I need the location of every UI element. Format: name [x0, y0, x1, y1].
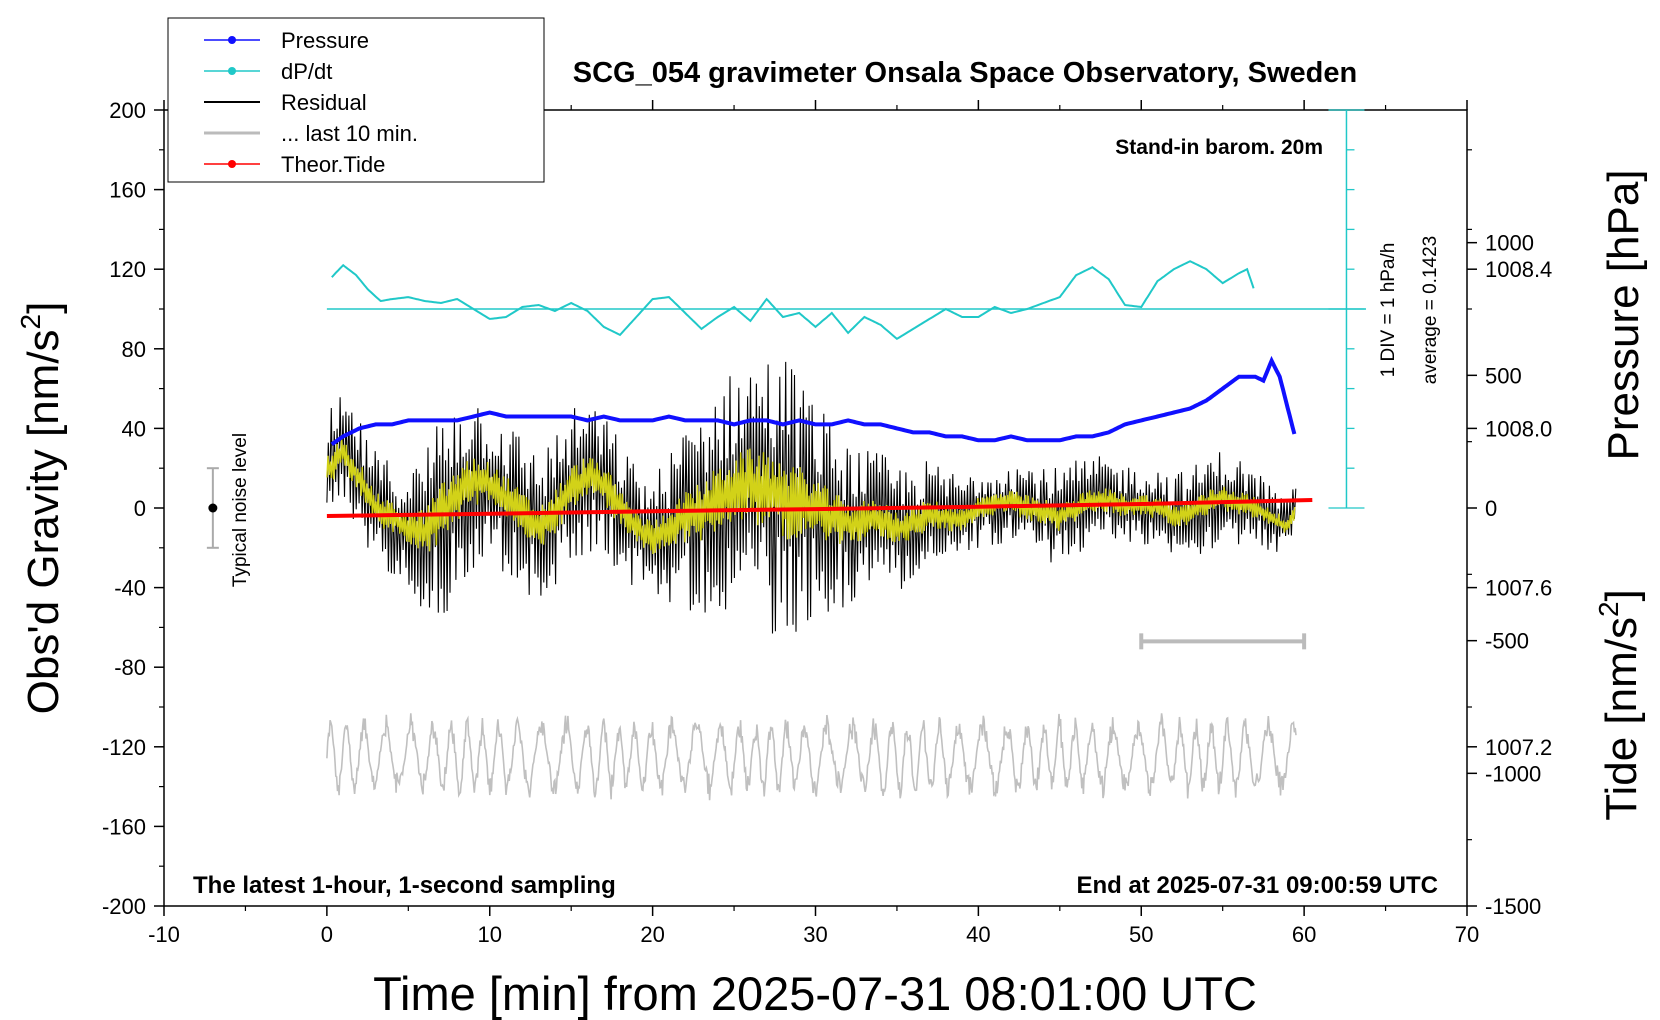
y-tick-label: 160 — [109, 178, 146, 203]
chart-markers — [206, 109, 1367, 650]
pressure-tick-label: 1008.4 — [1485, 257, 1552, 282]
last-10-min-line — [326, 713, 1297, 801]
tide-axis-ticks: -1500 -1000 -500 0 500 1000 — [1467, 231, 1541, 919]
y-tick-label: -120 — [102, 735, 146, 760]
pressure-line — [330, 355, 1297, 446]
y-tick-label: -200 — [102, 894, 146, 919]
latest-hour-note: The latest 1-hour, 1-second sampling — [193, 872, 616, 899]
x-tick-label: 40 — [966, 922, 990, 947]
stand-in-barometer-note: Stand-in barom. 20m — [1115, 136, 1323, 159]
chart-title: SCG_054 gravimeter Onsala Space Observat… — [573, 57, 1357, 89]
end-time-note: End at 2025-07-31 09:00:59 UTC — [1077, 872, 1439, 899]
y-axis-label-sup: 2 — [15, 314, 46, 330]
legend-label: Theor.Tide — [281, 152, 385, 177]
x-tick-label: 0 — [321, 922, 333, 947]
dpdt-series — [331, 260, 1255, 340]
last-10-min-series — [326, 713, 1297, 801]
noise-bar-dot — [208, 503, 218, 513]
y-tick-label: 0 — [134, 496, 146, 521]
legend-label: ... last 10 min. — [281, 121, 418, 146]
legend-marker — [228, 160, 236, 168]
y-tick-label: -40 — [114, 576, 146, 601]
legend-label: Pressure — [281, 28, 369, 53]
y-tick-label: 40 — [122, 416, 146, 441]
tide-tick-label: 1000 — [1485, 231, 1534, 256]
legend-label: Residual — [281, 90, 367, 115]
x-tick-label: 60 — [1292, 922, 1316, 947]
tide-tick-label: 0 — [1485, 496, 1497, 521]
y-tick-label: 120 — [109, 257, 146, 282]
pressure-series — [330, 355, 1297, 446]
y-axis-label: Obs'd Gravity [nm/s2] — [15, 302, 68, 715]
x-tick-label: -10 — [148, 922, 180, 947]
legend-marker — [228, 36, 236, 44]
y-axis-ticks: -200 -160 -120 -80 -40 0 40 80 120 160 200 — [102, 98, 164, 919]
x-tick-label: 20 — [640, 922, 664, 947]
x-axis-ticks: -10 0 10 20 30 40 50 60 70 — [148, 100, 1479, 947]
theoretical-tide-series — [326, 498, 1313, 518]
legend-label: dP/dt — [281, 59, 332, 84]
noise-level-label: Typical noise level — [230, 433, 251, 587]
x-tick-label: 70 — [1455, 922, 1479, 947]
pressure-tick-label: 1007.6 — [1485, 576, 1552, 601]
x-tick-label: 30 — [803, 922, 827, 947]
y-tick-label: 200 — [109, 98, 146, 123]
tide-line — [326, 498, 1313, 518]
x-axis-label: Time [min] from 2025-07-31 08:01:00 UTC — [373, 967, 1257, 1020]
dpdt-line — [331, 260, 1255, 340]
tide-axis-label: Tide [nm/s2] — [1593, 589, 1646, 821]
pressure-axis-ticks: 1007.2 1007.6 1008.0 1008.4 — [1467, 149, 1552, 760]
y-tick-label: -160 — [102, 814, 146, 839]
tide-tick-label: -1500 — [1485, 894, 1541, 919]
x-tick-label: 10 — [478, 922, 502, 947]
pressure-axis-label: Pressure [hPa] — [1599, 169, 1648, 460]
tide-tick-label: -500 — [1485, 629, 1529, 654]
tide-tick-label: -1000 — [1485, 761, 1541, 786]
dpdt-average-label: average = 0.1423 — [1420, 236, 1441, 384]
tide-axis-label-sup: 2 — [1593, 601, 1624, 617]
legend: Pressure dP/dt Residual ... last 10 min. The… — [167, 17, 545, 183]
dpdt-scale-label: 1 DIV = 1 hPa/h — [1378, 243, 1399, 378]
pressure-tick-label: 1007.2 — [1485, 735, 1552, 760]
y-tick-label: 80 — [122, 337, 146, 362]
pressure-tick-label: 1008.0 — [1485, 416, 1552, 441]
y-tick-label: -80 — [114, 655, 146, 680]
x-tick-label: 50 — [1129, 922, 1153, 947]
legend-marker — [228, 67, 236, 75]
tide-tick-label: 500 — [1485, 363, 1522, 388]
legend-box — [167, 17, 545, 183]
